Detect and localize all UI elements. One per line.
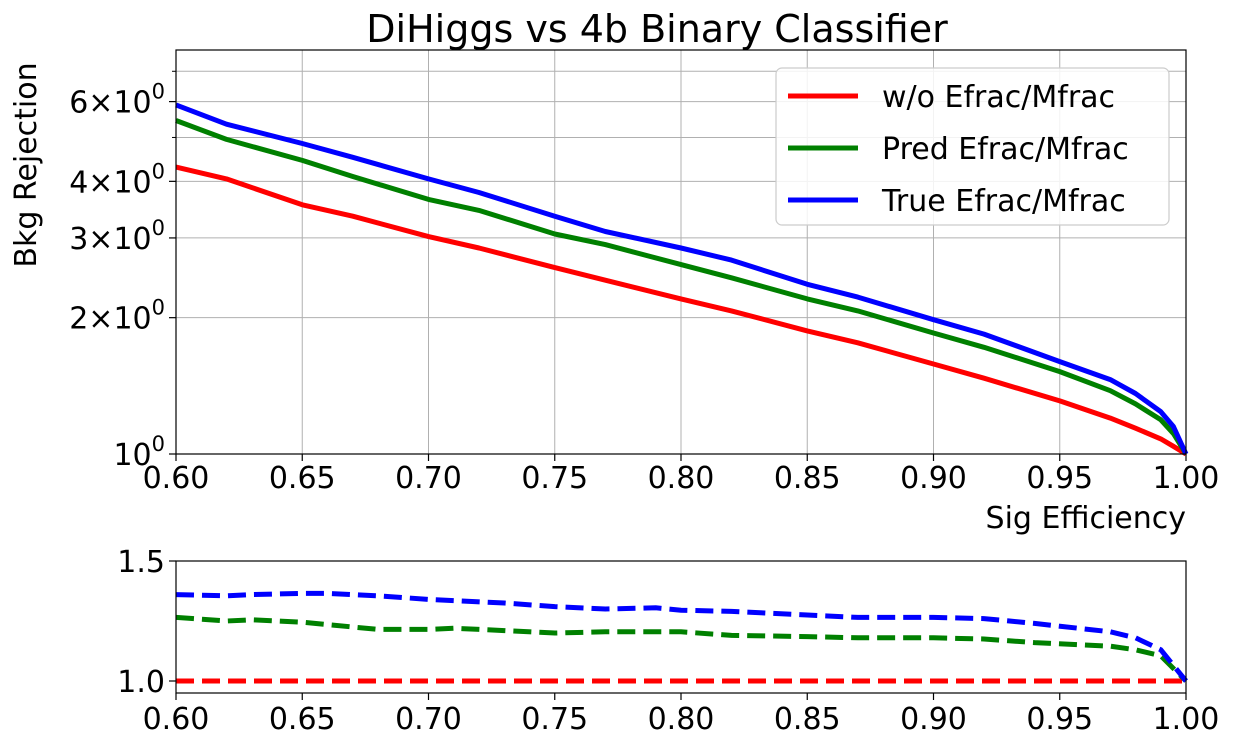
main-x-axis-label: Sig Efficiency (986, 501, 1186, 536)
ratio-x-tick-label: 0.80 (648, 702, 715, 737)
ratio-y-tick-label: 1.5 (117, 545, 165, 580)
main-x-tick-label: 0.85 (774, 461, 841, 496)
ratio-series (175, 590, 1188, 684)
legend: w/o Efrac/Mfrac Pred Efrac/Mfrac True Efra… (775, 67, 1170, 226)
ratio-x-tick-label: 0.60 (143, 702, 210, 737)
ratio-x-tick-label: 0.65 (269, 702, 336, 737)
main-plot-panel: 0.60 0.65 0.70 0.75 0.80 0.85 0.90 0.95 1.00 100 2… (9, 49, 1220, 536)
main-ticks: 0.60 0.65 0.70 0.75 0.80 0.85 0.90 0.95 1.00 100 2… (69, 70, 1220, 496)
ratio-plot-panel: 0.60 0.65 0.70 0.75 0.80 0.85 0.90 0.95 1.00 1.0 1… (117, 545, 1219, 737)
ratio-plot-frame (175, 560, 1187, 694)
main-x-tick-label: 0.60 (143, 461, 210, 496)
main-x-tick-label: 0.75 (521, 461, 588, 496)
ratio-x-tick-label: 1.00 (1153, 702, 1220, 737)
ratio-x-tick-label: 0.90 (900, 702, 967, 737)
ratio-x-tick-label: 0.85 (774, 702, 841, 737)
ratio-ticks: 0.60 0.65 0.70 0.75 0.80 0.85 0.90 0.95 1.00 1.0 1… (117, 545, 1219, 737)
legend-label: True Efrac/Mfrac (881, 184, 1126, 219)
main-y-tick-label: 6×100 (69, 80, 165, 121)
legend-label: w/o Efrac/Mfrac (882, 80, 1115, 115)
main-y-tick-label: 100 (113, 432, 165, 473)
main-x-tick-label: 1.00 (1153, 461, 1220, 496)
main-y-tick-label: 2×100 (69, 296, 165, 337)
main-x-tick-label: 0.80 (648, 461, 715, 496)
main-x-tick-label: 0.70 (395, 461, 462, 496)
main-y-axis-label: Bkg Rejection (9, 62, 44, 267)
main-series-line (175, 102, 1189, 456)
ratio-y-tick-label: 1.0 (117, 665, 165, 700)
main-x-tick-label: 0.95 (1026, 461, 1093, 496)
main-series-line (175, 164, 1188, 457)
main-x-tick-label: 0.65 (269, 461, 336, 496)
main-x-tick-label: 0.90 (900, 461, 967, 496)
main-y-tick-label: 4×100 (69, 159, 165, 200)
legend-box (775, 67, 1170, 226)
ratio-x-tick-label: 0.75 (521, 702, 588, 737)
ratio-x-tick-label: 0.70 (395, 702, 462, 737)
main-series-line (175, 118, 1189, 456)
ratio-series-line (175, 614, 1188, 683)
ratio-series-line (175, 590, 1188, 683)
ratio-x-tick-label: 0.95 (1026, 702, 1093, 737)
main-series (175, 102, 1189, 457)
main-y-tick-label: 3×100 (69, 216, 165, 257)
chart-title: DiHiggs vs 4b Binary Classifier (366, 7, 948, 51)
legend-label: Pred Efrac/Mfrac (882, 132, 1129, 167)
